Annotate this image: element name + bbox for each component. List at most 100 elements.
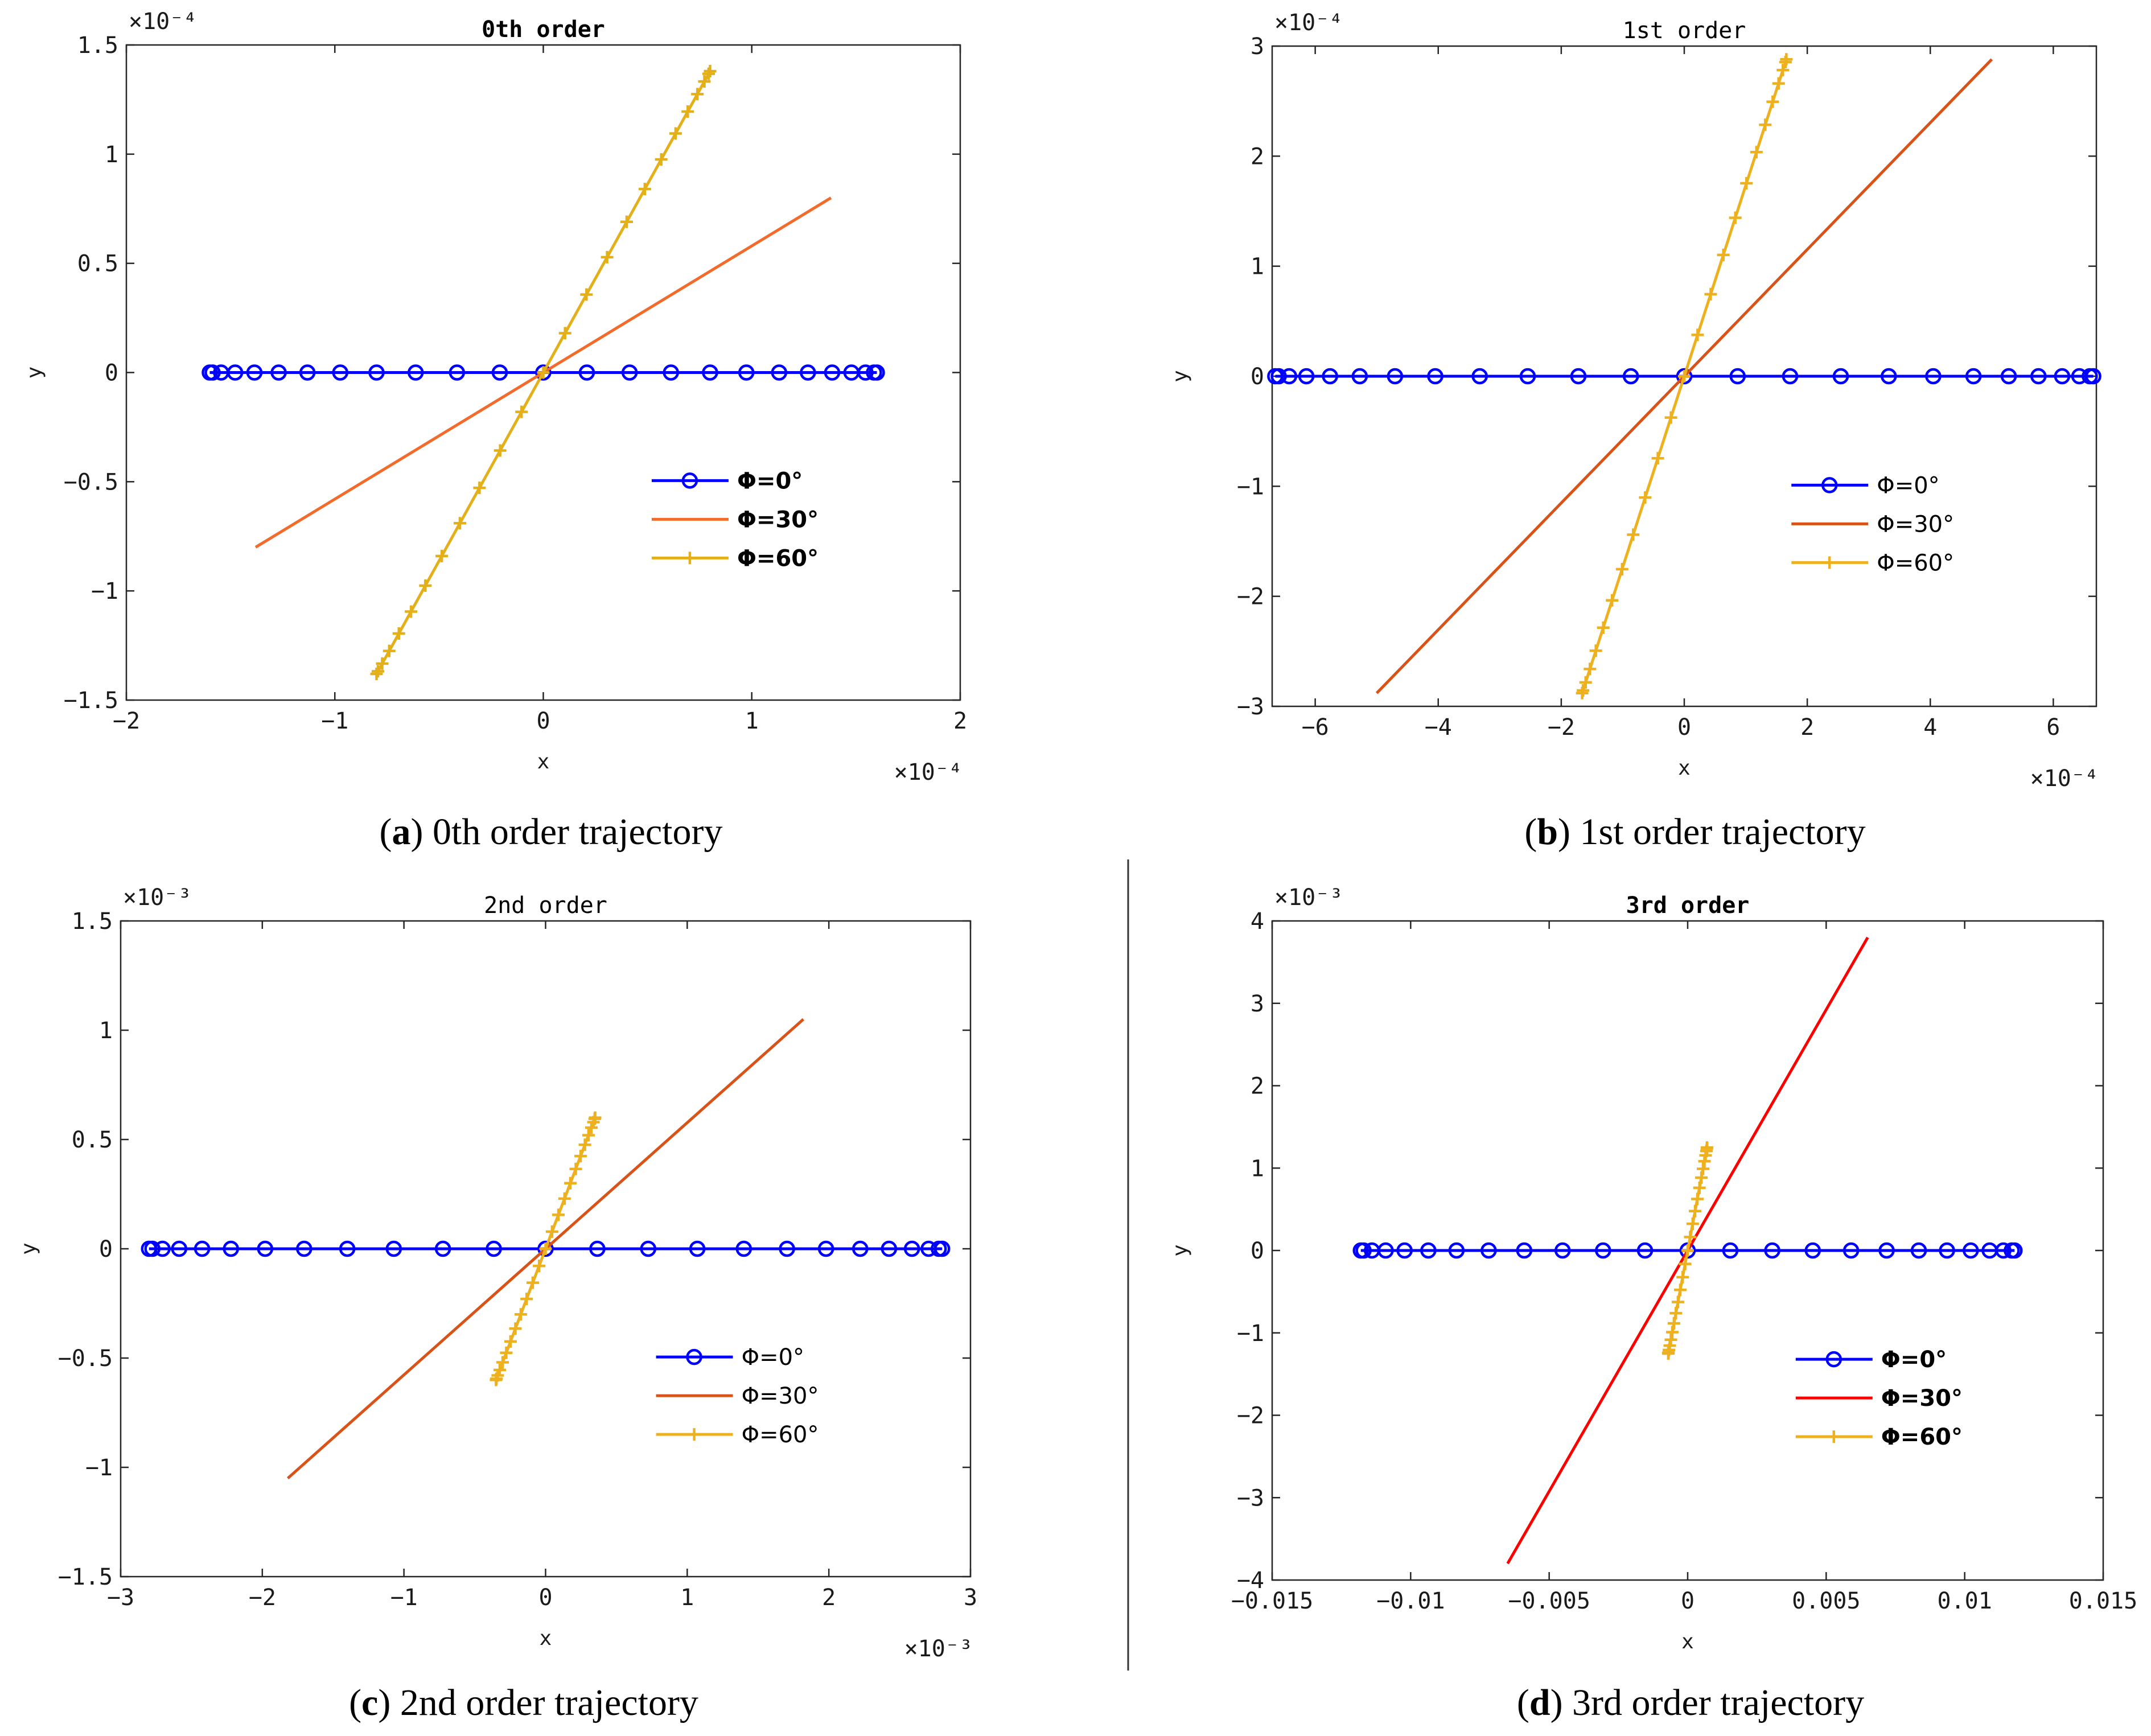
- x-tick-label: −2: [249, 1585, 276, 1611]
- legend-marker: [1825, 1351, 1842, 1368]
- data-point: [1691, 328, 1704, 342]
- x-axis-label: x: [540, 1627, 552, 1650]
- data-point: [1676, 368, 1693, 385]
- data-point: [1740, 177, 1753, 190]
- data-point: [852, 1240, 869, 1257]
- legend-entry: Φ=30°: [737, 507, 819, 533]
- data-point: [1776, 64, 1790, 77]
- data-point: [504, 1335, 517, 1348]
- data-point: [514, 1308, 527, 1321]
- x-tick-label: 6: [2046, 714, 2060, 741]
- data-point: [227, 364, 244, 381]
- x-tick-label: 4: [1923, 714, 1937, 741]
- data-point: [332, 364, 349, 381]
- data-point: [1355, 1242, 1372, 1259]
- data-point: [1686, 1217, 1699, 1231]
- data-point: [1729, 368, 1746, 385]
- y-tick-label: −4: [1237, 1568, 1264, 1594]
- caption-d: (d) 3rd order trajectory: [1517, 1682, 1864, 1723]
- data-point: [1681, 1244, 1694, 1257]
- data-point: [1679, 1257, 1692, 1270]
- data-point: [537, 366, 550, 379]
- data-point: [372, 665, 385, 678]
- caption-label: 3rd order trajectory: [1563, 1682, 1865, 1723]
- y-tick-label: −1: [1237, 474, 1264, 500]
- data-point: [454, 517, 466, 530]
- y-tick-label: −1.5: [58, 1564, 113, 1590]
- chart-title: 2nd order: [484, 892, 607, 919]
- data-point: [580, 288, 593, 301]
- y-tick-label: −1: [1237, 1320, 1264, 1347]
- data-point: [299, 364, 316, 381]
- y-axis-label: y: [1169, 370, 1192, 382]
- data-point: [385, 1240, 402, 1257]
- panel-1st-order: −6 −4 −2 0 2 4 6 −3 −2 −1 0 1 2 3 1st order x y ×10⁻⁴ ×10⁻…: [1169, 10, 2101, 792]
- x-tick-label: 2: [953, 708, 967, 734]
- x-tick-label: 3: [964, 1585, 977, 1611]
- x-tick-label: −0.005: [1508, 1588, 1590, 1614]
- data-point: [1782, 368, 1799, 385]
- caption-letter: a: [392, 811, 411, 853]
- legend-marker: [681, 472, 698, 489]
- data-point: [405, 605, 418, 618]
- data-point: [1695, 1171, 1708, 1184]
- x-tick-label: −2: [1548, 714, 1575, 741]
- data-point: [1750, 146, 1763, 159]
- y-axis-label: y: [23, 367, 46, 379]
- x-tick-label: 0.01: [1938, 1588, 1992, 1614]
- data-point: [569, 1162, 582, 1175]
- y-tick-label: 0: [99, 1236, 113, 1262]
- legend-marker: [1823, 556, 1836, 569]
- y-tick-label: −3: [1237, 694, 1264, 720]
- data-point: [2054, 368, 2071, 385]
- data-point: [1554, 1242, 1571, 1259]
- data-point: [270, 364, 287, 381]
- y-tick-label: 1: [1251, 1155, 1264, 1182]
- data-point: [526, 1276, 539, 1289]
- data-point: [933, 1240, 951, 1257]
- data-point: [1595, 1242, 1611, 1259]
- y-tick-label: −2: [1237, 1403, 1264, 1429]
- data-point: [881, 1240, 898, 1257]
- data-point: [1671, 1295, 1684, 1309]
- data-point: [702, 67, 715, 80]
- y-tick-label: −1: [85, 1455, 113, 1481]
- data-point: [493, 1363, 507, 1376]
- data-point: [2000, 368, 2017, 385]
- data-point: [1516, 1242, 1533, 1259]
- data-point: [473, 482, 486, 495]
- data-point: [681, 105, 694, 118]
- data-point: [857, 364, 874, 381]
- y-multiplier: ×10⁻⁴: [1274, 10, 1343, 36]
- x-tick-label: −6: [1302, 714, 1329, 741]
- data-point: [491, 1369, 504, 1382]
- data-point: [585, 1121, 598, 1134]
- data-point: [257, 1240, 274, 1257]
- y-tick-label: −3: [1237, 1485, 1264, 1511]
- data-point: [663, 364, 680, 381]
- caption-letter: b: [1537, 811, 1558, 853]
- data-point: [1589, 644, 1602, 657]
- data-point: [564, 1176, 577, 1190]
- data-point: [601, 250, 614, 264]
- data-point: [486, 1240, 502, 1257]
- x-tick-label: 1: [680, 1585, 694, 1611]
- data-point: [691, 88, 704, 101]
- data-point: [702, 364, 718, 381]
- x-tick-label: −1: [390, 1585, 418, 1611]
- x-tick-label: 2: [822, 1585, 836, 1611]
- legend-entry: Φ=60°: [1881, 1424, 1963, 1450]
- panel-2nd-order: −3 −2 −1 0 1 2 3 −1.5 −1 −0.5 0 0.5 1 1.5 2nd order x y ×…: [17, 885, 977, 1662]
- y-tick-label: 0.5: [77, 251, 118, 277]
- data-point: [589, 1240, 606, 1257]
- data-point: [1678, 370, 1691, 382]
- panel-3rd-order: −0.015 −0.01 −0.005 0 0.005 0.01 0.015 −4 −3 −2 −1…: [1169, 885, 2137, 1653]
- data-point: [1396, 1242, 1413, 1259]
- caption-label: 1st order trajectory: [1570, 811, 1866, 853]
- data-point: [738, 364, 755, 381]
- y-tick-label: 2: [1251, 143, 1264, 170]
- data-point: [735, 1240, 752, 1257]
- data-point: [1427, 368, 1443, 385]
- legend-entry: Φ=0°: [1881, 1347, 1947, 1373]
